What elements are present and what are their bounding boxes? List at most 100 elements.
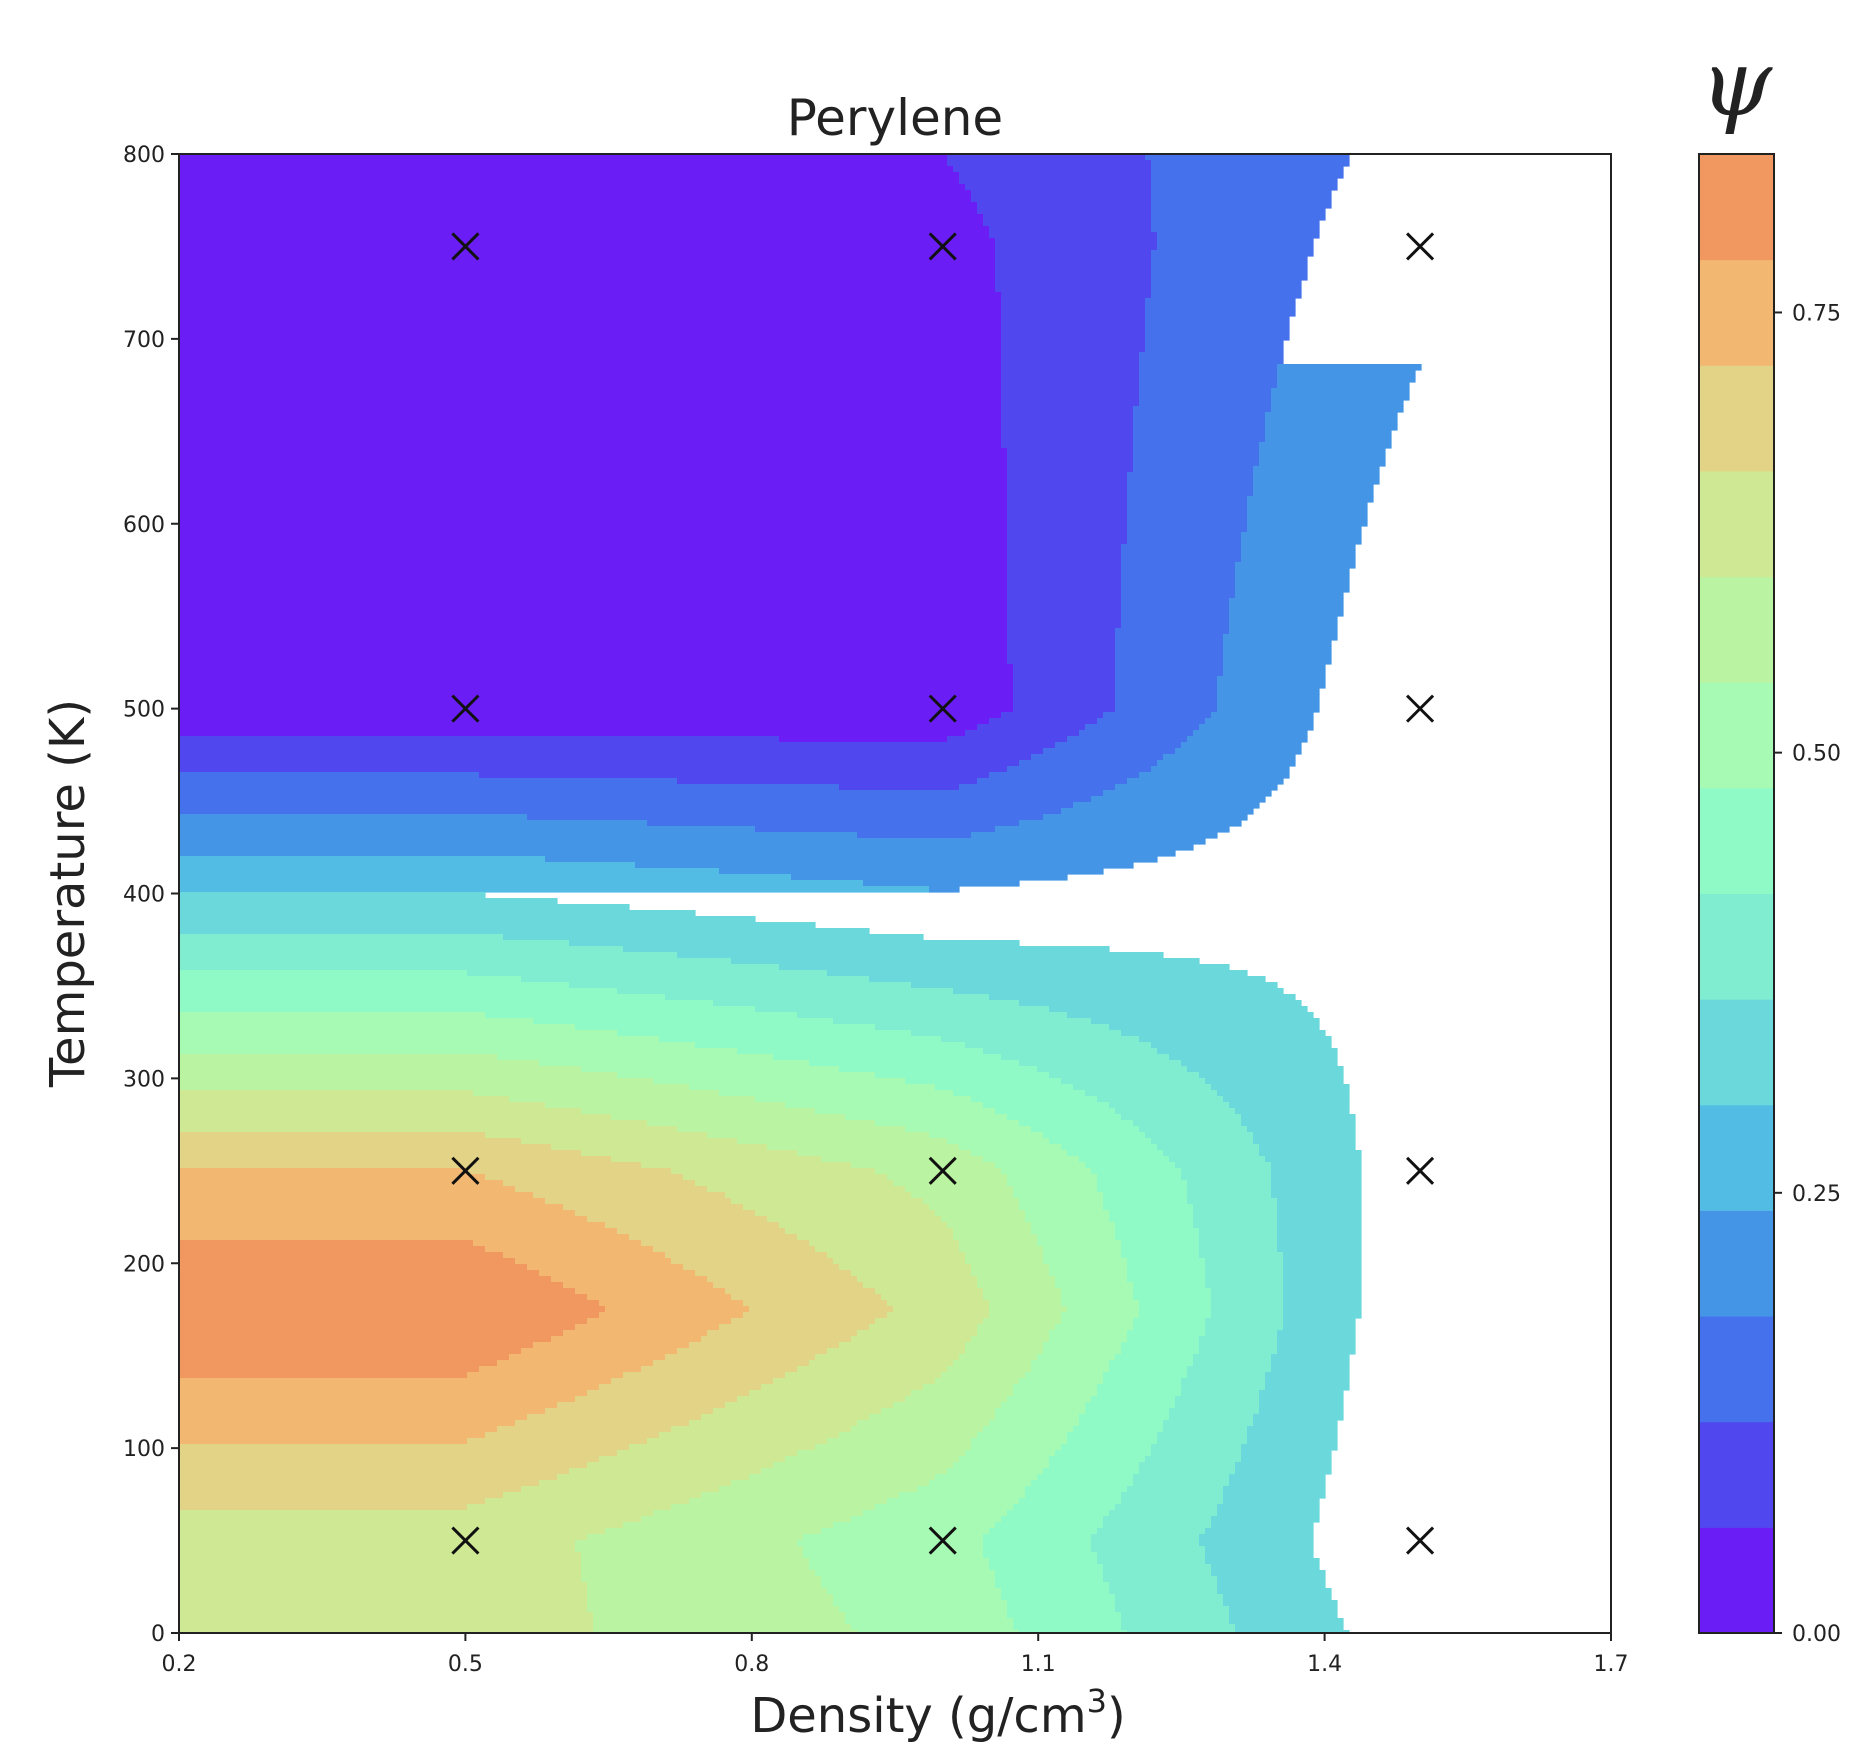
contour-cell bbox=[1109, 1210, 1194, 1217]
contour-cell bbox=[719, 1324, 870, 1331]
contour-cell bbox=[1241, 538, 1362, 545]
contour-cell bbox=[743, 1204, 930, 1211]
contour-cell bbox=[815, 1246, 960, 1253]
contour-cell bbox=[983, 1540, 1092, 1547]
contour-cell bbox=[179, 1468, 570, 1475]
contour-cell bbox=[1271, 1366, 1350, 1373]
contour-cell bbox=[179, 586, 1008, 593]
contour-cell bbox=[1061, 1294, 1134, 1301]
sample-markers bbox=[451, 232, 1435, 1555]
contour-cell bbox=[1283, 1276, 1362, 1283]
contour-cell bbox=[1211, 1084, 1350, 1091]
contour-cell bbox=[851, 1516, 1002, 1523]
contour-cell bbox=[1217, 682, 1326, 689]
contour-cell bbox=[1151, 202, 1332, 209]
contour-cell bbox=[1007, 508, 1128, 515]
contour-cell bbox=[797, 1450, 966, 1457]
contour-cell bbox=[1127, 1336, 1200, 1343]
contour-cell bbox=[959, 784, 1116, 791]
contour-cell bbox=[1139, 400, 1272, 407]
contour-cell bbox=[1031, 1360, 1110, 1367]
contour-cell bbox=[179, 1270, 540, 1277]
contour-cell bbox=[1031, 754, 1164, 761]
contour-cell bbox=[773, 1462, 954, 1469]
contour-cell bbox=[179, 1504, 468, 1511]
contour-cell bbox=[179, 514, 1008, 521]
contour-cell bbox=[1151, 166, 1344, 173]
contour-cell bbox=[575, 1540, 798, 1547]
contour-cell bbox=[179, 1288, 576, 1295]
contour-cell bbox=[179, 1102, 546, 1109]
contour-cell bbox=[755, 1210, 936, 1217]
contour-cell bbox=[1151, 262, 1308, 269]
contour-cell bbox=[1271, 1168, 1362, 1175]
contour-cell bbox=[1211, 1570, 1326, 1577]
contour-cell bbox=[1217, 700, 1320, 707]
contour-cell bbox=[1115, 694, 1218, 701]
contour-cell bbox=[1043, 1132, 1146, 1139]
contour-cell bbox=[1001, 334, 1146, 341]
contour-cell bbox=[1265, 1372, 1350, 1379]
contour-cell bbox=[1031, 1222, 1116, 1229]
contour-cell bbox=[1199, 1348, 1278, 1355]
contour-cell bbox=[179, 1612, 594, 1619]
contour-cell bbox=[1199, 1234, 1278, 1241]
contour-cell bbox=[1247, 526, 1362, 533]
contour-cell bbox=[593, 1618, 846, 1625]
contour-cell bbox=[179, 1366, 480, 1373]
contour-cell bbox=[1223, 1600, 1338, 1607]
contour-cell bbox=[1199, 1534, 1314, 1541]
contour-cell bbox=[1115, 682, 1218, 689]
contour-cell bbox=[983, 1534, 1092, 1541]
contour-cell bbox=[1007, 472, 1128, 479]
contour-cell bbox=[1229, 1102, 1350, 1109]
contour-cell bbox=[617, 1228, 786, 1235]
contour-cell bbox=[179, 520, 1008, 527]
contour-cell bbox=[749, 1474, 936, 1481]
contour-cell bbox=[179, 280, 996, 287]
contour-cell bbox=[719, 1090, 954, 1097]
contour-cell bbox=[953, 1234, 1038, 1241]
contour-cell bbox=[1277, 1222, 1362, 1229]
contour-cell bbox=[1205, 1558, 1320, 1565]
y-tick-label: 100 bbox=[123, 1437, 165, 1462]
contour-cell bbox=[179, 598, 1008, 605]
colorbar-band bbox=[1699, 1421, 1774, 1528]
contour-cell bbox=[1127, 502, 1248, 509]
contour-cell bbox=[179, 1000, 714, 1007]
contour-cell bbox=[1109, 1582, 1218, 1589]
contour-cell bbox=[809, 1240, 960, 1247]
contour-cell bbox=[863, 1510, 1008, 1517]
contour-cell bbox=[179, 256, 996, 263]
contour-cell bbox=[179, 1330, 564, 1337]
contour-cell bbox=[179, 250, 996, 257]
contour-cell bbox=[1091, 1018, 1320, 1025]
contour-cell bbox=[1139, 1126, 1248, 1133]
contour-cell bbox=[593, 1630, 858, 1633]
contour-cell bbox=[179, 1474, 558, 1481]
contour-cell bbox=[1079, 1414, 1170, 1421]
x-axis-label: Density (g/cm3) bbox=[750, 1682, 1125, 1744]
contour-cell bbox=[1109, 1510, 1218, 1517]
contour-cell bbox=[1121, 610, 1230, 617]
contour-cell bbox=[1229, 1480, 1326, 1487]
contour-cell bbox=[1223, 1594, 1332, 1601]
contour-cell bbox=[1115, 652, 1224, 659]
contour-cell bbox=[1037, 1240, 1122, 1247]
contour-cell bbox=[1049, 1336, 1128, 1343]
contour-cell bbox=[1139, 382, 1278, 389]
contour-cell bbox=[179, 976, 522, 983]
contour-cell bbox=[1211, 1516, 1320, 1523]
colorbar-band bbox=[1699, 259, 1774, 366]
contour-cell bbox=[1223, 1498, 1320, 1505]
contour-cell bbox=[1013, 1390, 1098, 1397]
contour-cell bbox=[857, 1330, 978, 1337]
contour-cell bbox=[1265, 1156, 1362, 1163]
contour-cell bbox=[179, 1192, 534, 1199]
contour-cell bbox=[845, 1114, 1008, 1121]
contour-cell bbox=[179, 880, 864, 887]
sample-point-marker bbox=[928, 1156, 957, 1185]
contour-cell bbox=[1247, 1126, 1356, 1133]
contour-cell bbox=[1121, 622, 1230, 629]
contour-cell bbox=[1271, 1192, 1362, 1199]
